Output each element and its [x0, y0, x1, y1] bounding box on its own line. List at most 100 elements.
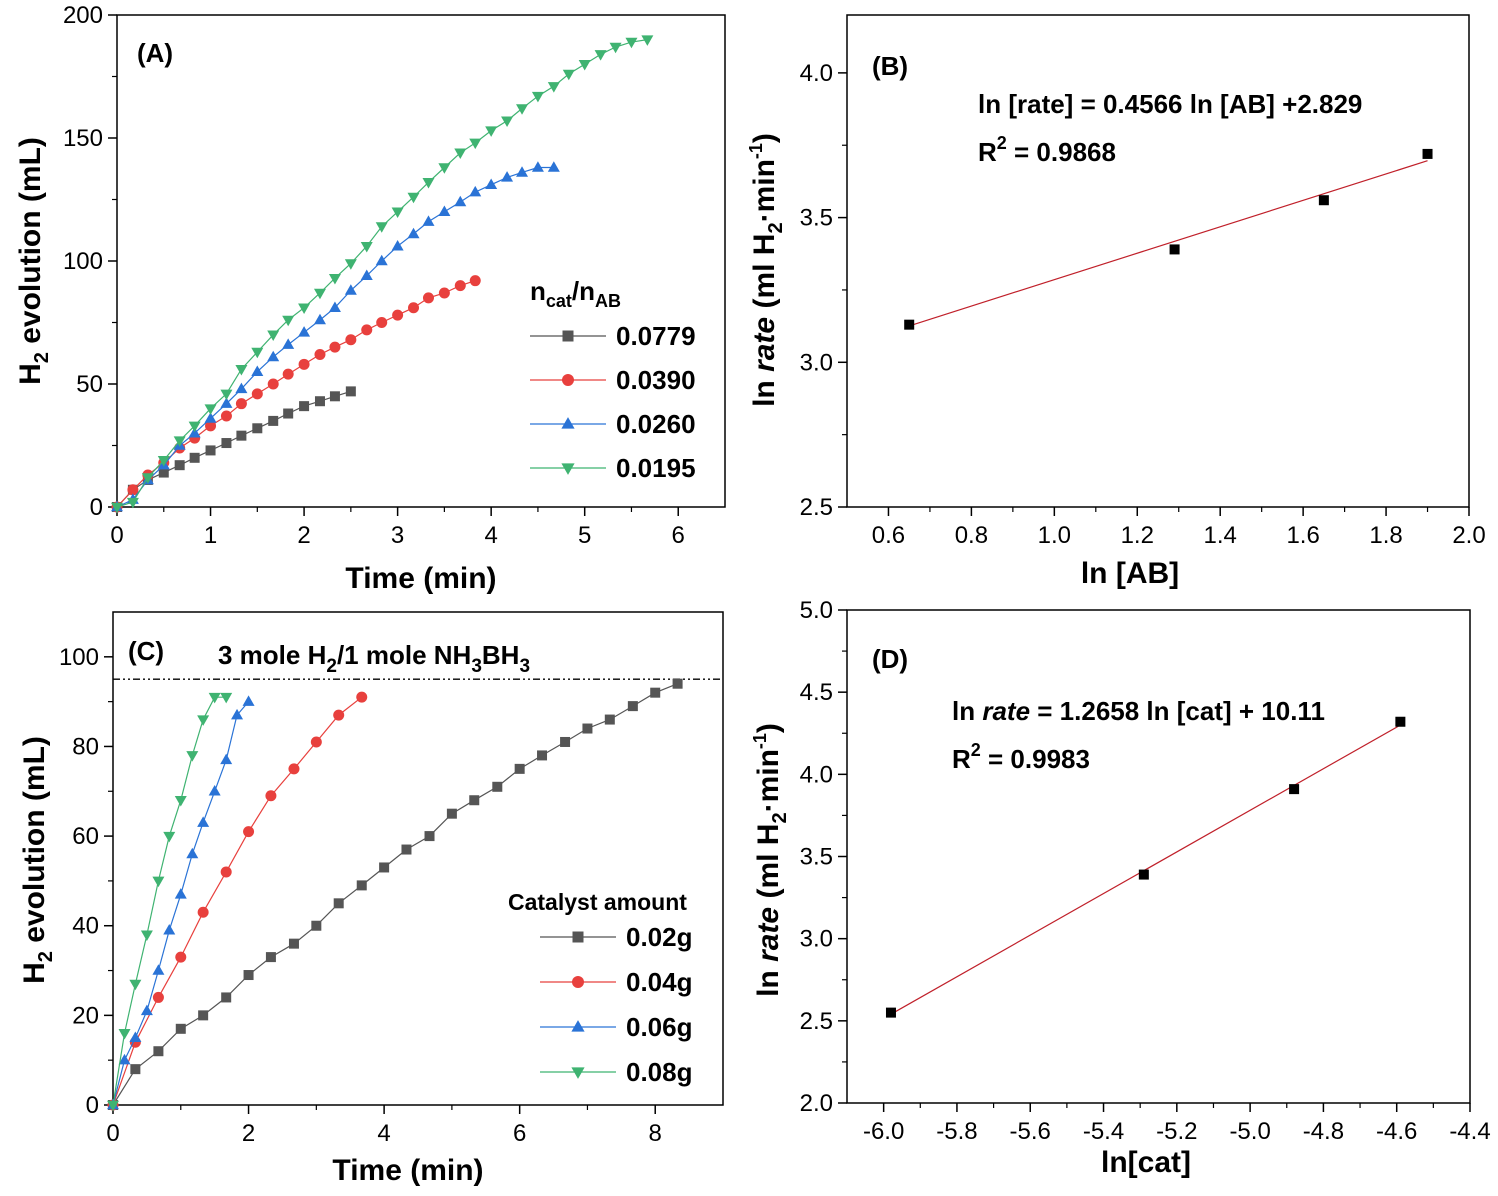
data-point [118, 1053, 131, 1065]
data-point [1395, 716, 1406, 727]
x-tick-label: 6 [672, 522, 685, 549]
data-point [231, 708, 244, 720]
data-point [344, 284, 357, 295]
fit-line [909, 160, 1428, 327]
x-tick-label: 6 [513, 1120, 526, 1147]
data-point [267, 350, 280, 362]
x-tick-label: 1.8 [1369, 522, 1402, 549]
legend-marker [571, 1067, 585, 1079]
data-point [251, 347, 264, 359]
data-point [391, 207, 404, 219]
data-point [1138, 869, 1149, 880]
data-point [469, 138, 482, 150]
data-point [904, 319, 915, 330]
y-tick-label: 3.5 [800, 844, 833, 871]
series-0.06g [107, 695, 255, 1110]
data-point [1169, 244, 1180, 255]
panel-label: (B) [872, 51, 908, 81]
data-point [220, 692, 233, 704]
data-point [174, 888, 187, 899]
data-point [282, 368, 294, 380]
y-tick-label: 3.5 [800, 205, 833, 232]
data-point [298, 358, 310, 370]
plot-frame [846, 14, 1470, 508]
data-point [604, 714, 615, 725]
x-tick-label: -5.4 [1083, 1118, 1124, 1145]
data-point [282, 315, 295, 327]
data-point [197, 715, 210, 726]
data-point [265, 952, 276, 963]
data-point [129, 979, 142, 991]
series-line [116, 390, 351, 508]
data-point [407, 227, 420, 239]
data-point [531, 91, 544, 103]
data-point [578, 59, 591, 71]
y-tick-label: 3.0 [800, 926, 833, 953]
data-point [650, 687, 661, 698]
y-tick-label: 60 [72, 823, 99, 850]
legend-label: 0.0195 [616, 453, 696, 483]
y-tick-label: 0 [90, 494, 103, 521]
panel-label: (D) [872, 644, 908, 674]
axis-ticks: 0 1 2 3 4 5 6 0 50 100 150 200 [63, 2, 685, 549]
data-point [1318, 195, 1329, 206]
data-point [188, 426, 201, 438]
data-point [126, 497, 139, 509]
x-tick-label: -5.8 [936, 1118, 977, 1145]
series-0.0779 [112, 386, 356, 512]
legend-item: 0.06g [540, 1012, 693, 1042]
data-point [424, 831, 435, 842]
data-point [243, 826, 255, 838]
data-point [208, 785, 221, 796]
legend-label: 0.06g [626, 1012, 693, 1042]
panel-b: 0.6 0.8 1.0 1.2 1.4 1.6 1.8 2.0 2.5 3.0 3.5 4.0 (B)… [746, 14, 1486, 590]
x-tick-label: -6.0 [863, 1118, 904, 1145]
x-tick-label: 1.2 [1121, 522, 1154, 549]
data-point [243, 970, 254, 981]
data-point [130, 1064, 141, 1075]
y-tick-label: 4.0 [800, 761, 833, 788]
panel-label: (C) [128, 636, 164, 666]
data-point [360, 269, 373, 281]
panel-d: -6.0 -5.8 -5.6 -5.4 -5.2 -5.0 -4.8 -4.6 -4.4 2.0 2… [750, 597, 1491, 1179]
x-tick-label: 0 [110, 522, 123, 549]
data-point [158, 467, 169, 478]
y-tick-label: 100 [63, 248, 103, 275]
data-point [454, 195, 467, 207]
data-point [391, 239, 404, 251]
x-tick-label: -5.0 [1229, 1118, 1270, 1145]
data-point [288, 938, 299, 949]
y-axis-title: H2 evolution (mL) [14, 137, 53, 385]
data-point [537, 750, 548, 761]
data-point [163, 923, 176, 935]
plot-frame [112, 611, 724, 1106]
data-point [197, 906, 209, 918]
data-point [220, 753, 233, 765]
axis-ticks: 0.6 0.8 1.0 1.2 1.4 1.6 1.8 2.0 2.5 3.0 3.5 4.0 [800, 60, 1486, 549]
data-point [547, 82, 560, 93]
data-point [311, 920, 322, 931]
legend-marker [561, 463, 575, 475]
data-point [407, 192, 420, 204]
data-point [469, 795, 480, 806]
data-point [220, 397, 233, 408]
data-point [267, 330, 280, 342]
data-point [242, 695, 255, 706]
x-tick-label: 1.6 [1286, 522, 1319, 549]
data-point [268, 415, 279, 426]
data-point [118, 1029, 131, 1040]
data-point [251, 388, 263, 400]
legend-marker [571, 1020, 585, 1032]
data-point [516, 104, 529, 115]
x-tick-label: 8 [649, 1120, 662, 1147]
legend-label: 0.0260 [616, 409, 696, 439]
plot-frame [846, 609, 1471, 1104]
x-tick-label: 0.8 [955, 522, 988, 549]
data-point [251, 365, 264, 376]
x-tick-label: 2.0 [1452, 522, 1485, 549]
data-point [485, 126, 498, 137]
r-squared: R2 = 0.9983 [952, 740, 1090, 774]
data-point [298, 326, 311, 337]
y-tick-label: 4.0 [800, 60, 833, 87]
